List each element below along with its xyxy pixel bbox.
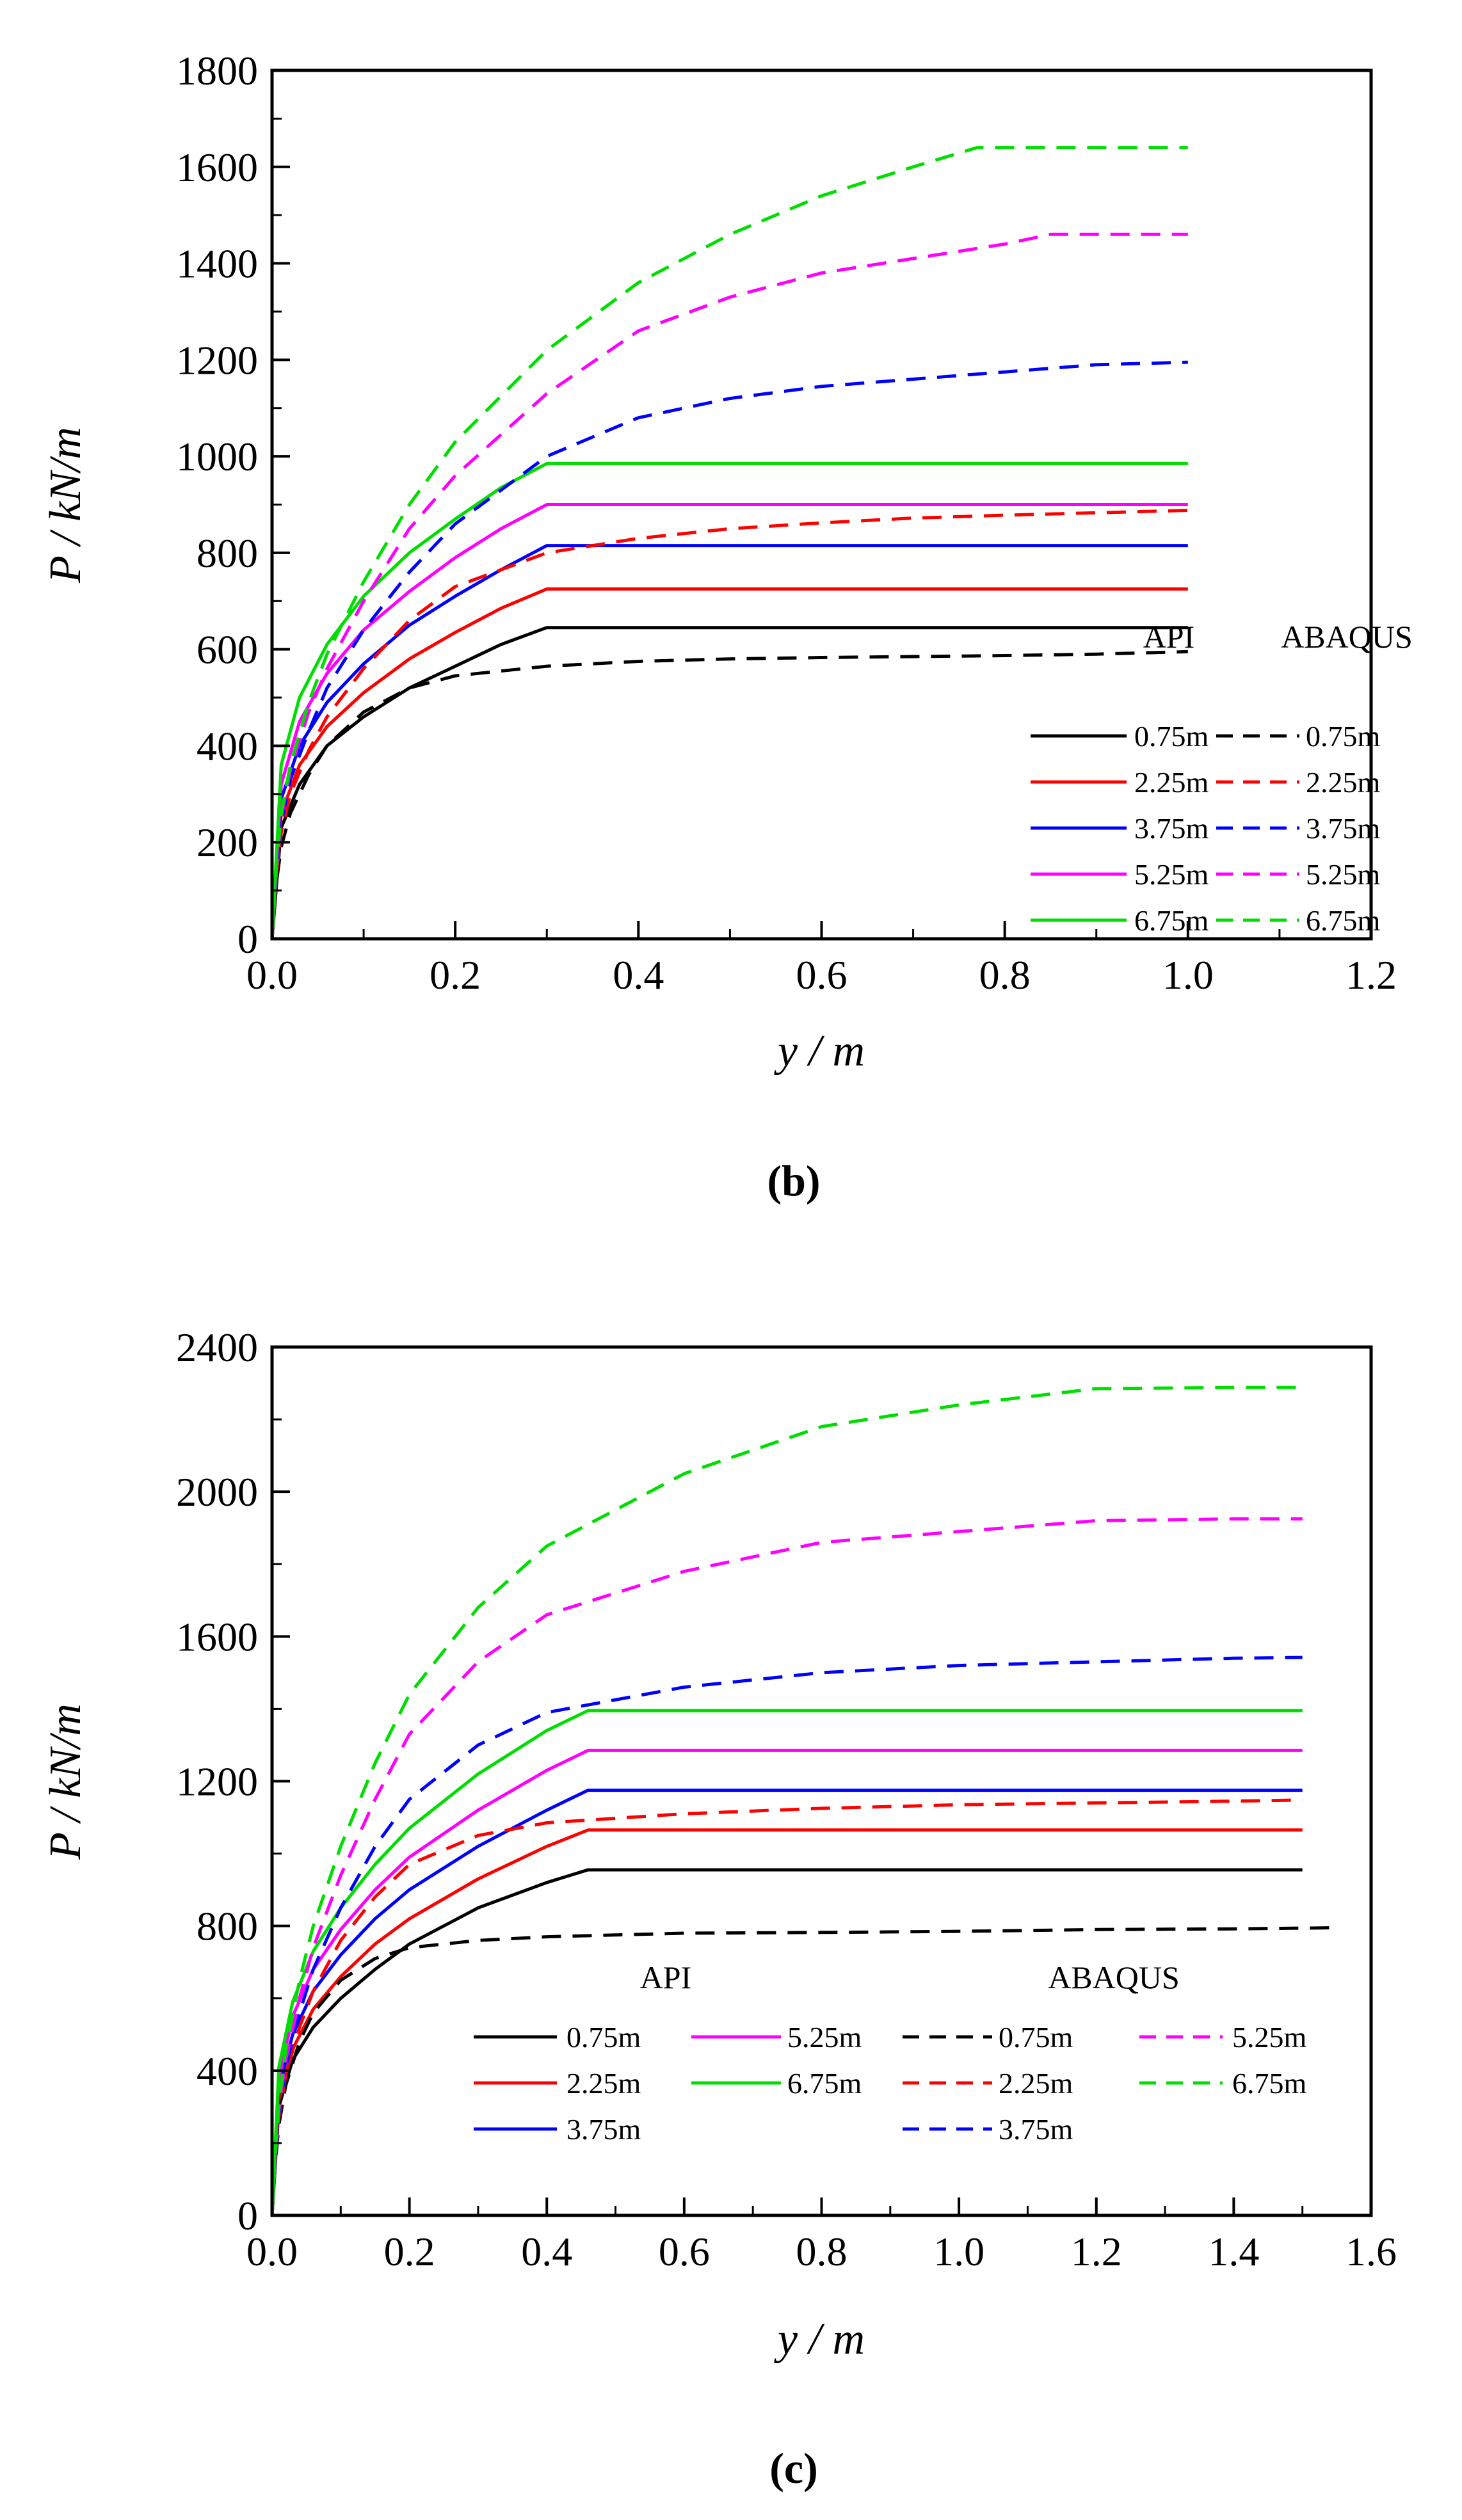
series-line-api-6-75m [270,1709,1303,2216]
chart-b: 0.0 0.2 0.4 0.6 0.8 1.0 1.2 0 200 400 600 800 1000 12… [41,48,1413,1205]
series-line-api-2-25m [270,587,1188,939]
legend-header-api: API [1143,619,1195,655]
legend-label: 3.75m [999,2113,1073,2146]
chart-c: 0.0 0.2 0.4 0.6 0.8 1.0 1.2 1.4 1.6 0 400 800 1200 16… [41,1325,1397,2492]
chart-b-x-axis-title: y / m [774,1026,865,1076]
legend-label: 3.75m [566,2113,641,2146]
legend-label: 6.75m [1232,2067,1307,2100]
legend-label: 6.75m [787,2067,862,2100]
series-line-abaqus-0-75m [270,1926,1337,2216]
legend-label: 2.25m [1134,766,1209,799]
y-tick-label: 1600 [176,145,258,190]
x-tick-label: 0.6 [659,2229,710,2274]
series-line-api-0-75m [270,626,1188,939]
series-line-api-2-25m [270,1828,1303,2216]
x-tick-label: 0.0 [246,952,298,998]
y-tick-label: 200 [197,820,258,865]
series-line-abaqus-2-25m [270,1798,1303,2216]
y-tick-label: 1200 [176,337,258,383]
series-line-abaqus-6-75m [270,1385,1303,2216]
series-line-api-6-75m [270,461,1188,939]
x-tick-label: 1.0 [1162,952,1214,998]
y-tick-label: 600 [197,627,258,673]
chart-c-x-axis-title: y / m [774,2315,865,2364]
y-tick-label: 1600 [176,1614,258,1659]
legend-label: 0.75m [566,2021,641,2053]
legend-label: 6.75m [1134,904,1209,937]
series-line-api-5-25m [270,1748,1303,2216]
legend-label: 5.25m [787,2021,862,2053]
x-tick-label: 0.0 [246,2229,298,2274]
x-tick-label: 0.6 [796,952,847,998]
chart-c-ticks: 0.0 0.2 0.4 0.6 0.8 1.0 1.2 1.4 1.6 0 400 800 1200 16… [176,1325,1397,2274]
x-tick-label: 0.4 [521,2229,572,2274]
x-tick-label: 1.2 [1071,2229,1122,2274]
legend-label: 5.25m [1134,858,1209,891]
legend-label: 2.25m [1306,766,1381,799]
chart-c-legend: API ABAQUS 0.75m 2.25m 3.75m 5.25m 6.75m 0.75m 2… [474,1959,1307,2146]
series-line-abaqus-5-25m [270,232,1188,939]
legend-label: 2.25m [566,2067,641,2100]
series-line-api-5-25m [270,503,1188,939]
chart-b-legend: API ABAQUS 0.75m 2.25m 3.75m 5.25m 6.75m 0.75m 2… [1031,619,1413,937]
chart-b-caption: (b) [767,1156,820,1205]
y-tick-label: 800 [197,1904,258,1949]
chart-c-lines [270,1385,1337,2216]
legend-header-api: API [640,1959,692,1995]
legend-label: 5.25m [1306,858,1381,891]
y-tick-label: 2400 [176,1325,258,1370]
legend-label: 3.75m [1134,812,1209,845]
x-tick-label: 0.4 [613,952,664,998]
y-tick-label: 1400 [176,241,258,287]
series-line-api-3-75m [270,544,1188,939]
y-tick-label: 1800 [176,48,258,93]
legend-label: 3.75m [1306,812,1381,845]
legend-label: 6.75m [1306,904,1381,937]
series-line-abaqus-0-75m [270,650,1188,939]
y-tick-label: 400 [197,2048,258,2094]
y-tick-label: 0 [237,2193,258,2238]
x-tick-label: 1.6 [1346,2229,1397,2274]
chart-c-y-axis-title: P / kN/m [41,1703,90,1860]
chart-b-ticks: 0.0 0.2 0.4 0.6 0.8 1.0 1.2 0 200 400 600 800 1000 12… [176,48,1397,998]
x-tick-label: 0.2 [430,952,481,998]
x-tick-label: 1.0 [933,2229,984,2274]
series-line-api-3-75m [270,1789,1303,2216]
legend-label: 2.25m [999,2067,1073,2100]
y-tick-label: 400 [197,723,258,769]
series-line-abaqus-3-75m [270,360,1188,939]
x-tick-label: 0.2 [384,2229,435,2274]
y-tick-label: 2000 [176,1469,258,1515]
x-tick-label: 0.8 [796,2229,847,2274]
legend-label: 0.75m [1306,720,1381,753]
y-tick-label: 0 [237,916,258,962]
x-tick-label: 0.8 [979,952,1031,998]
chart-b-y-axis-title: P / kN/m [41,427,90,584]
chart-b-lines [270,146,1188,939]
legend-header-abaqus: ABAQUS [1281,619,1413,655]
series-line-abaqus-2-25m [270,509,1188,939]
x-tick-label: 1.2 [1346,952,1397,998]
series-line-abaqus-5-25m [270,1517,1303,2216]
legend-label: 0.75m [999,2021,1073,2053]
legend-label: 5.25m [1232,2021,1307,2053]
series-line-abaqus-6-75m [270,146,1188,939]
legend-header-abaqus: ABAQUS [1048,1959,1180,1995]
legend-label: 0.75m [1134,720,1209,753]
y-tick-label: 1000 [176,434,258,479]
x-tick-label: 1.4 [1208,2229,1259,2274]
y-tick-label: 800 [197,530,258,576]
y-tick-label: 1200 [176,1759,258,1805]
chart-c-caption: (c) [769,2444,817,2492]
